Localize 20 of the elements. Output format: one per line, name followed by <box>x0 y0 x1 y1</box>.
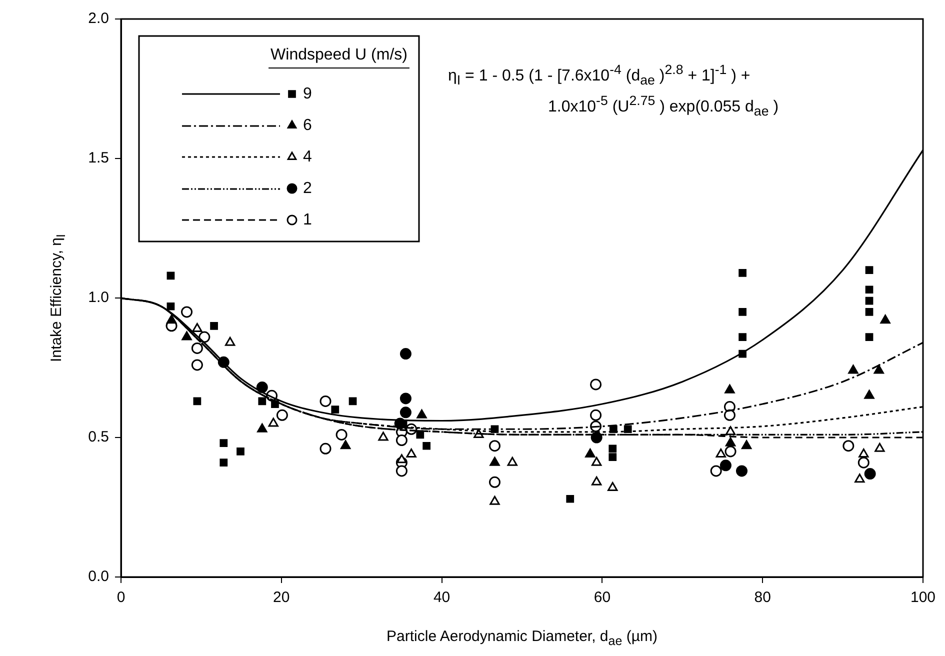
legend-label: 6 <box>303 116 312 134</box>
legend-label: 9 <box>303 85 312 102</box>
x-tick-label: 40 <box>433 589 450 606</box>
x-tick-label: 60 <box>594 589 611 606</box>
x-tick-label: 80 <box>754 589 771 606</box>
text: η$_{I}$ = 1 - 0.5 (1 - [7.6x10$^{-4}$ (d$_{ae}$ )$^{2.8}$ + 1]$^{-1}$ ) + <box>448 62 750 88</box>
x-tick-label: 20 <box>273 589 290 606</box>
x-tick-label: 100 <box>910 589 936 606</box>
y-tick-label: 0.0 <box>88 568 109 586</box>
annotation: 1.0x10$^{-5}$ (U$^{2.75}$ ) exp(0.055 d$_{ae}$ ) <box>548 93 779 119</box>
legend-label: 1 <box>303 211 312 228</box>
y-tick-label: 1.5 <box>88 150 109 167</box>
x-axis-title: Particle Aerodynamic Diameter, d$_{ae}$ (µm) <box>386 628 658 648</box>
legend-title: Windspeed U (m/s) <box>270 46 408 64</box>
y-tick-label: 0.5 <box>88 428 109 446</box>
x-tick-label: 0 <box>116 589 126 606</box>
y-tick-label: 2.0 <box>88 10 109 28</box>
y-tick-label: 1.0 <box>88 289 109 306</box>
legend-label: 4 <box>303 148 312 166</box>
legend-label: 2 <box>303 180 312 197</box>
